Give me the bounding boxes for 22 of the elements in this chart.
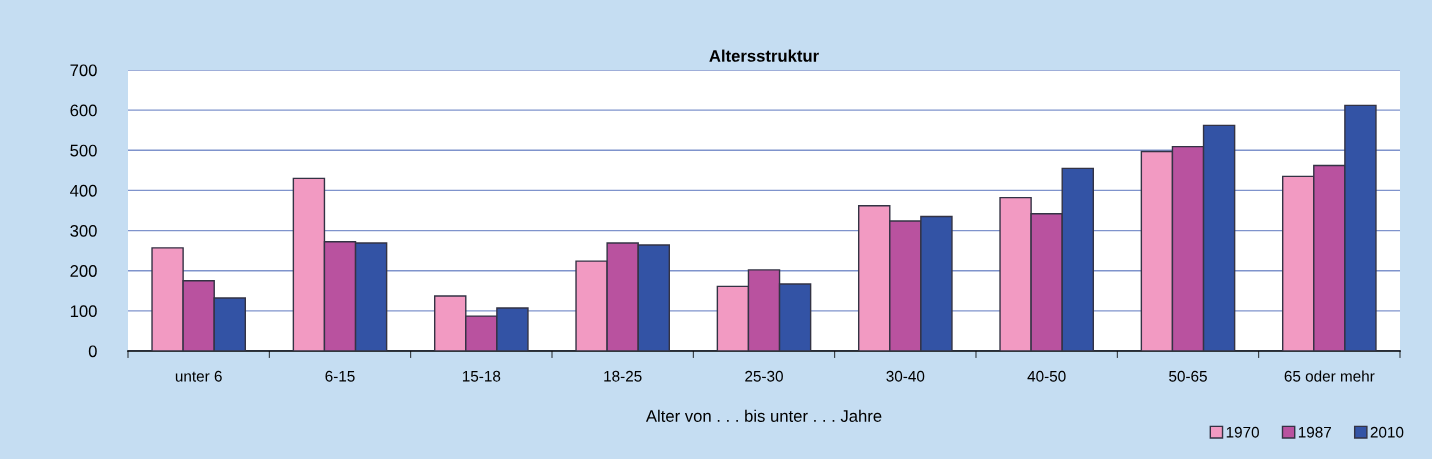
x-axis-title: Alter von . . . bis unter . . . Jahre bbox=[645, 409, 882, 422]
legend-label: 1970 bbox=[1226, 426, 1259, 438]
x-tick-label: 30-40 bbox=[886, 370, 925, 382]
legend-label: 1987 bbox=[1298, 426, 1331, 438]
y-tick-label: 600 bbox=[70, 104, 97, 117]
chart-title: Altersstruktur bbox=[709, 49, 819, 62]
y-tick-label: 700 bbox=[70, 64, 97, 77]
y-tick-label: 100 bbox=[70, 305, 97, 318]
legend-label: 2010 bbox=[1370, 426, 1404, 438]
y-tick-label: 300 bbox=[70, 224, 97, 237]
x-tick-label: unter 6 bbox=[175, 370, 222, 382]
x-tick-label: 50-65 bbox=[1169, 370, 1207, 382]
y-tick-label: 400 bbox=[70, 184, 97, 197]
x-tick-label: 6-15 bbox=[325, 370, 355, 382]
x-tick-label: 65 oder mehr bbox=[1284, 370, 1375, 382]
x-tick-label: 40-50 bbox=[1027, 370, 1066, 382]
x-tick-label: 15-18 bbox=[462, 370, 501, 382]
x-tick-label: 25-30 bbox=[745, 370, 783, 382]
x-tick-label: 18-25 bbox=[604, 370, 642, 382]
y-tick-label: 0 bbox=[88, 345, 97, 358]
y-tick-label: 200 bbox=[70, 265, 97, 277]
y-tick-label: 500 bbox=[70, 144, 97, 157]
